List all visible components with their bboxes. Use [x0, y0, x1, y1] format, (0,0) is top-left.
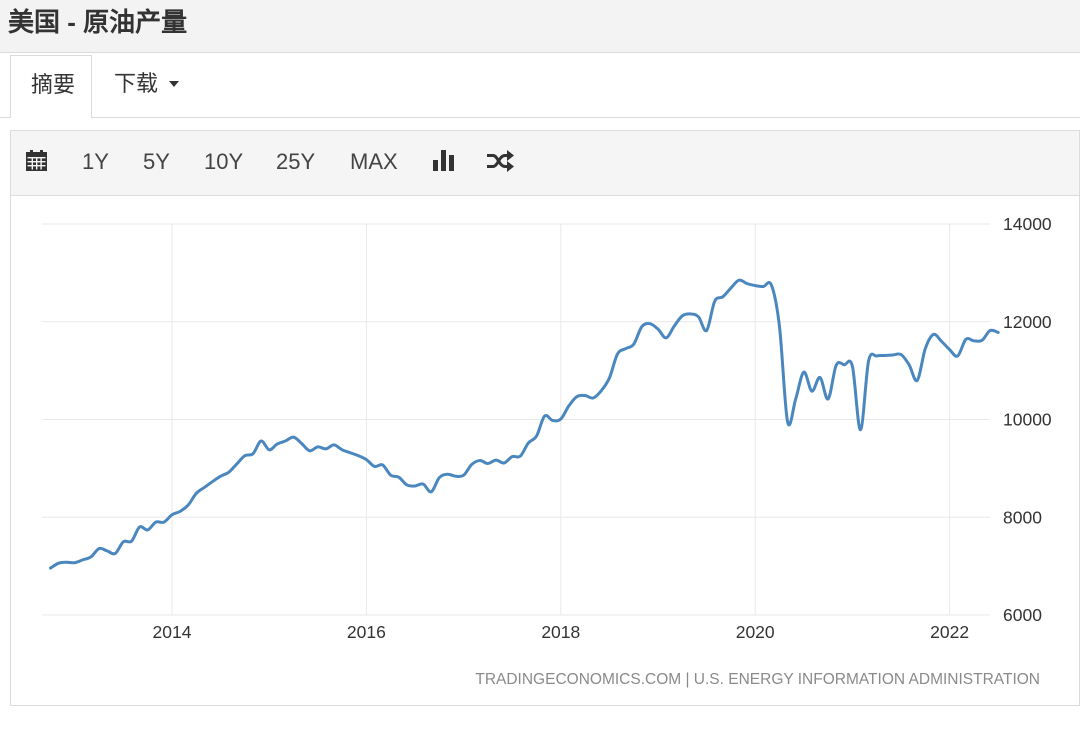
chart-panel: 1Y 5Y 10Y 25Y MAX 14000 12000 10000 8000 600… — [10, 130, 1080, 706]
series-line — [49, 278, 1000, 570]
tab-summary-label: 摘要 — [30, 72, 75, 97]
tab-summary[interactable]: 摘要 — [10, 55, 92, 118]
caret-down-icon — [169, 80, 180, 87]
chart-toolbar: 1Y 5Y 10Y 25Y MAX — [11, 131, 1079, 196]
range-25y-button[interactable]: 25Y — [276, 149, 316, 174]
range-1y-button[interactable]: 1Y — [82, 149, 109, 174]
bar-chart-icon[interactable] — [433, 150, 455, 171]
range-10y-button[interactable]: 10Y — [204, 149, 244, 174]
x-tick-label: 2018 — [541, 622, 580, 642]
y-tick-label: 6000 — [1003, 605, 1042, 625]
axes: 14000 12000 10000 8000 6000 2014 2016 2018 2020 2… — [153, 214, 1052, 642]
x-tick-label: 2020 — [736, 622, 775, 642]
series — [49, 278, 1000, 570]
calendar-icon[interactable] — [26, 150, 47, 171]
page-header: 美国 - 原油产量 — [0, 0, 1080, 53]
tab-download-label: 下载 — [114, 71, 159, 96]
shuffle-icon[interactable] — [487, 150, 514, 172]
y-tick-label: 14000 — [1003, 214, 1052, 234]
range-max-button[interactable]: MAX — [350, 149, 398, 174]
grid — [42, 223, 990, 616]
y-tick-label: 12000 — [1003, 312, 1052, 332]
y-tick-label: 10000 — [1003, 410, 1052, 430]
tab-download-dropdown[interactable]: 下载 — [114, 55, 180, 118]
x-tick-label: 2016 — [347, 622, 386, 642]
page-title: 美国 - 原油产量 — [8, 7, 188, 37]
tab-bar: 摘要 下载 — [0, 53, 1080, 118]
chart-credits: TRADINGECONOMICS.COM | U.S. ENERGY INFOR… — [475, 671, 1040, 688]
x-tick-label: 2014 — [153, 622, 192, 642]
x-tick-label: 2022 — [930, 622, 969, 642]
range-5y-button[interactable]: 5Y — [143, 149, 170, 174]
y-tick-label: 8000 — [1003, 507, 1042, 527]
line-chart: 14000 12000 10000 8000 6000 2014 2016 2018 2020 2… — [42, 214, 1052, 688]
